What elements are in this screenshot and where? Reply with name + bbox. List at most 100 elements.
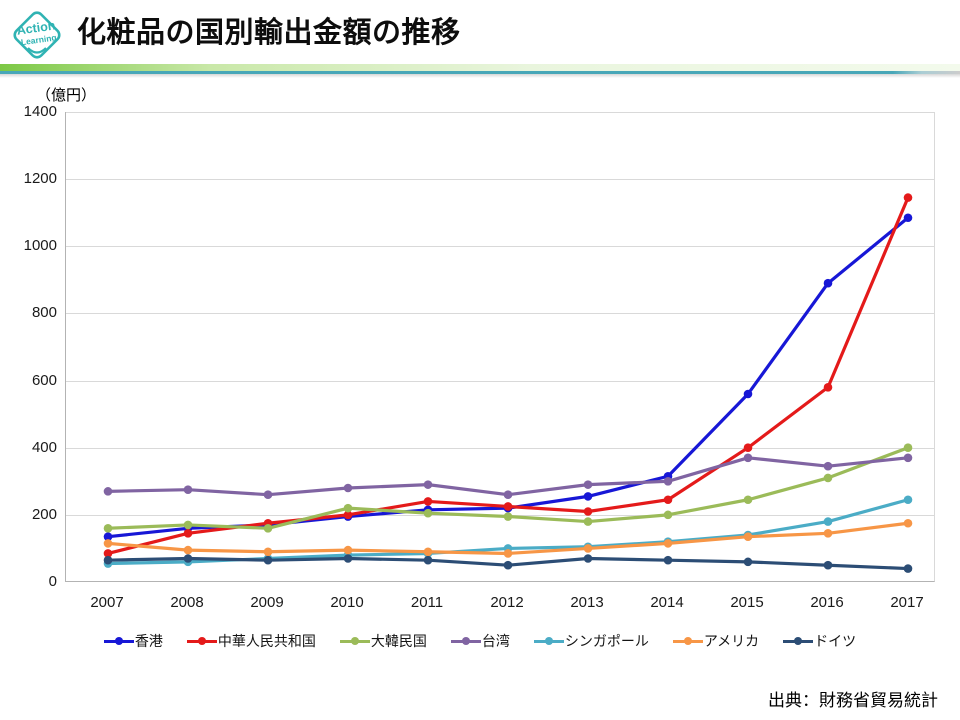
data-point-ドイツ-2012 — [503, 560, 513, 570]
gridline-600 — [66, 380, 934, 382]
gridline-1400 — [66, 112, 934, 113]
x-tick-2007: 2007 — [90, 594, 124, 611]
data-point-大韓民国-2015 — [743, 495, 753, 505]
data-point-中華人民共和国-2016 — [823, 382, 833, 392]
legend-label: 台湾 — [481, 633, 510, 649]
legend-label: アメリカ — [703, 633, 760, 649]
data-point-アメリカ-2008 — [183, 545, 193, 555]
data-point-ドイツ-2008 — [183, 554, 193, 563]
data-point-アメリカ-2017 — [903, 518, 913, 528]
y-tick-1400: 1400 — [23, 103, 57, 120]
legend-dot — [544, 637, 553, 645]
data-point-アメリカ-2009 — [263, 547, 273, 557]
chart-series-canvas — [103, 193, 913, 573]
x-tick-2008: 2008 — [170, 594, 204, 611]
data-point-シンガポール-2017 — [903, 495, 913, 505]
x-tick-2012: 2012 — [490, 594, 524, 611]
page-title: 化粧品の国別輸出金額の推移 — [77, 17, 461, 49]
legend-dot — [461, 637, 470, 645]
x-tick-2014: 2014 — [650, 594, 684, 611]
data-point-ドイツ-2013 — [583, 554, 593, 563]
gridline-800 — [66, 313, 934, 315]
logo-text-learning: Learning — [20, 32, 57, 47]
series-line-中華人民共和国 — [107, 196, 910, 556]
y-tick-800: 800 — [31, 304, 57, 322]
data-point-中華人民共和国-2008 — [183, 529, 193, 538]
legend-item-ドイツ: ドイツ — [783, 631, 856, 651]
data-point-香港-2017 — [903, 213, 913, 223]
data-point-台湾-2009 — [263, 490, 273, 500]
data-point-台湾-2007 — [103, 487, 113, 496]
data-point-ドイツ-2014 — [663, 555, 673, 565]
data-point-香港-2013 — [583, 492, 593, 501]
data-point-アメリカ-2012 — [503, 549, 513, 558]
legend-item-シンガポール: シンガポール — [533, 631, 649, 651]
legend-label: 大韓民国 — [370, 633, 427, 649]
chart-legend: 香港 中華人民共和国 大韓民国 台湾 シンガポール アメリカ ドイツ — [0, 631, 960, 651]
data-point-大韓民国-2007 — [103, 523, 113, 533]
data-point-シンガポール-2016 — [823, 517, 833, 526]
legend-marker-icon — [339, 634, 370, 648]
data-point-大韓民国-2010 — [343, 503, 353, 513]
legend-dot — [794, 637, 803, 645]
logo-smile-curve — [27, 47, 47, 54]
x-tick-2013: 2013 — [570, 594, 604, 611]
y-tick-400: 400 — [31, 438, 57, 456]
legend-dot — [114, 637, 123, 645]
data-point-アメリカ-2016 — [823, 529, 833, 538]
legend-marker-icon — [783, 634, 814, 648]
data-point-台湾-2010 — [343, 483, 353, 493]
legend-item-中華人民共和国: 中華人民共和国 — [186, 631, 316, 651]
data-point-大韓民国-2009 — [263, 523, 273, 533]
x-tick-2011: 2011 — [410, 594, 444, 611]
header-separator-green — [0, 64, 960, 72]
x-tick-2010: 2010 — [330, 594, 364, 611]
data-point-大韓民国-2014 — [663, 510, 673, 520]
data-point-台湾-2008 — [183, 485, 193, 494]
data-point-アメリカ-2011 — [423, 547, 433, 557]
y-tick-600: 600 — [31, 371, 57, 389]
data-point-ドイツ-2016 — [823, 560, 833, 570]
legend-marker-icon — [533, 634, 564, 648]
data-point-台湾-2011 — [423, 480, 433, 489]
action-learning-logo: Action Learning — [13, 11, 61, 59]
data-point-中華人民共和国-2015 — [743, 443, 753, 453]
data-point-大韓民国-2012 — [503, 512, 513, 521]
gridline-1200 — [66, 179, 934, 181]
x-tick-2016: 2016 — [810, 594, 844, 611]
legend-item-香港: 香港 — [103, 631, 163, 651]
data-point-香港-2015 — [743, 389, 753, 399]
legend-marker-icon — [186, 634, 217, 648]
legend-label: ドイツ — [814, 633, 857, 649]
legend-item-アメリカ: アメリカ — [672, 631, 760, 651]
data-point-ドイツ-2009 — [263, 555, 273, 565]
data-point-台湾-2017 — [903, 453, 913, 463]
gridline-400 — [66, 447, 934, 449]
legend-label: 香港 — [134, 633, 163, 649]
data-point-中華人民共和国-2011 — [423, 497, 433, 506]
data-point-台湾-2015 — [743, 453, 753, 463]
data-point-ドイツ-2010 — [343, 554, 353, 563]
data-point-台湾-2016 — [823, 461, 833, 471]
data-point-アメリカ-2013 — [583, 544, 593, 553]
data-point-中華人民共和国-2007 — [103, 549, 113, 558]
data-point-アメリカ-2015 — [743, 532, 753, 541]
data-point-大韓民国-2016 — [823, 473, 833, 483]
y-tick-200: 200 — [31, 505, 57, 523]
legend-item-台湾: 台湾 — [450, 631, 510, 651]
y-tick-1200: 1200 — [23, 170, 57, 188]
data-point-台湾-2013 — [583, 480, 593, 489]
legend-marker-icon — [450, 634, 481, 648]
source-note: 出典：財務省貿易統計 — [768, 691, 938, 710]
logo-diamond — [13, 11, 61, 59]
x-tick-2009: 2009 — [250, 594, 284, 611]
legend-label: 中華人民共和国 — [217, 633, 316, 649]
data-point-中華人民共和国-2010 — [343, 510, 353, 520]
data-point-大韓民国-2017 — [903, 443, 913, 453]
data-point-ドイツ-2017 — [903, 564, 913, 573]
data-point-大韓民国-2013 — [583, 517, 593, 526]
legend-dot — [350, 637, 359, 645]
data-point-中華人民共和国-2017 — [903, 193, 913, 202]
data-point-ドイツ-2011 — [423, 555, 433, 565]
data-point-台湾-2012 — [503, 490, 513, 500]
